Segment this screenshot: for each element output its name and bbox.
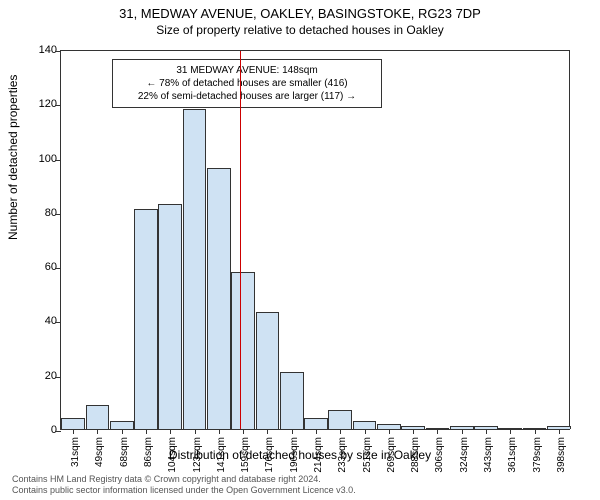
chart-title: 31, MEDWAY AVENUE, OAKLEY, BASINGSTOKE, … [0, 0, 600, 21]
footer-line-1: Contains HM Land Registry data © Crown c… [12, 474, 600, 485]
x-tick-mark [510, 429, 511, 434]
x-tick-mark [365, 429, 366, 434]
histogram-bar [86, 405, 110, 429]
x-tick-mark [219, 429, 220, 434]
x-tick-mark [292, 429, 293, 434]
histogram-bar [328, 410, 352, 429]
histogram-bar [61, 418, 85, 429]
x-tick-mark [535, 429, 536, 434]
y-tick-mark [56, 377, 61, 378]
info-line-2: ← 78% of detached houses are smaller (41… [121, 77, 373, 90]
x-tick-mark [243, 429, 244, 434]
histogram-bar [231, 272, 255, 429]
histogram-bar [280, 372, 304, 429]
info-line-3: 22% of semi-detached houses are larger (… [121, 90, 373, 103]
histogram-bar [304, 418, 328, 429]
y-tick-label: 40 [27, 315, 57, 327]
y-tick-mark [56, 214, 61, 215]
x-tick-mark [122, 429, 123, 434]
y-tick-mark [56, 160, 61, 161]
info-line-1: 31 MEDWAY AVENUE: 148sqm [121, 64, 373, 77]
x-tick-mark [316, 429, 317, 434]
x-tick-mark [170, 429, 171, 434]
x-axis-label: Distribution of detached houses by size … [0, 448, 600, 462]
histogram-bar [158, 204, 182, 429]
x-tick-mark [97, 429, 98, 434]
footer-text: Contains HM Land Registry data © Crown c… [0, 474, 600, 496]
y-tick-label: 80 [27, 207, 57, 219]
y-tick-mark [56, 431, 61, 432]
x-tick-mark [437, 429, 438, 434]
y-tick-label: 20 [27, 370, 57, 382]
x-tick-mark [486, 429, 487, 434]
x-tick-mark [462, 429, 463, 434]
x-tick-mark [389, 429, 390, 434]
y-tick-mark [56, 268, 61, 269]
histogram-bar [134, 209, 158, 429]
x-tick-mark [413, 429, 414, 434]
x-tick-mark [146, 429, 147, 434]
y-axis-label: Number of detached properties [6, 75, 20, 240]
y-tick-label: 140 [27, 44, 57, 56]
y-tick-mark [56, 51, 61, 52]
histogram-bar [207, 168, 231, 429]
chart-subtitle: Size of property relative to detached ho… [0, 21, 600, 37]
y-tick-label: 100 [27, 153, 57, 165]
histogram-bar [353, 421, 377, 429]
y-tick-label: 0 [27, 424, 57, 436]
y-tick-label: 120 [27, 98, 57, 110]
y-tick-label: 60 [27, 261, 57, 273]
x-tick-mark [195, 429, 196, 434]
plot-area: 31 MEDWAY AVENUE: 148sqm ← 78% of detach… [60, 50, 570, 430]
x-tick-mark [559, 429, 560, 434]
footer-line-2: Contains public sector information licen… [12, 485, 600, 496]
y-tick-mark [56, 105, 61, 106]
chart-container: 31, MEDWAY AVENUE, OAKLEY, BASINGSTOKE, … [0, 0, 600, 500]
histogram-bar [256, 312, 280, 429]
info-box: 31 MEDWAY AVENUE: 148sqm ← 78% of detach… [112, 59, 382, 108]
x-tick-mark [73, 429, 74, 434]
histogram-bar [183, 109, 207, 429]
x-tick-mark [267, 429, 268, 434]
histogram-bar [110, 421, 134, 429]
x-tick-mark [340, 429, 341, 434]
reference-line [240, 51, 241, 429]
y-tick-mark [56, 322, 61, 323]
